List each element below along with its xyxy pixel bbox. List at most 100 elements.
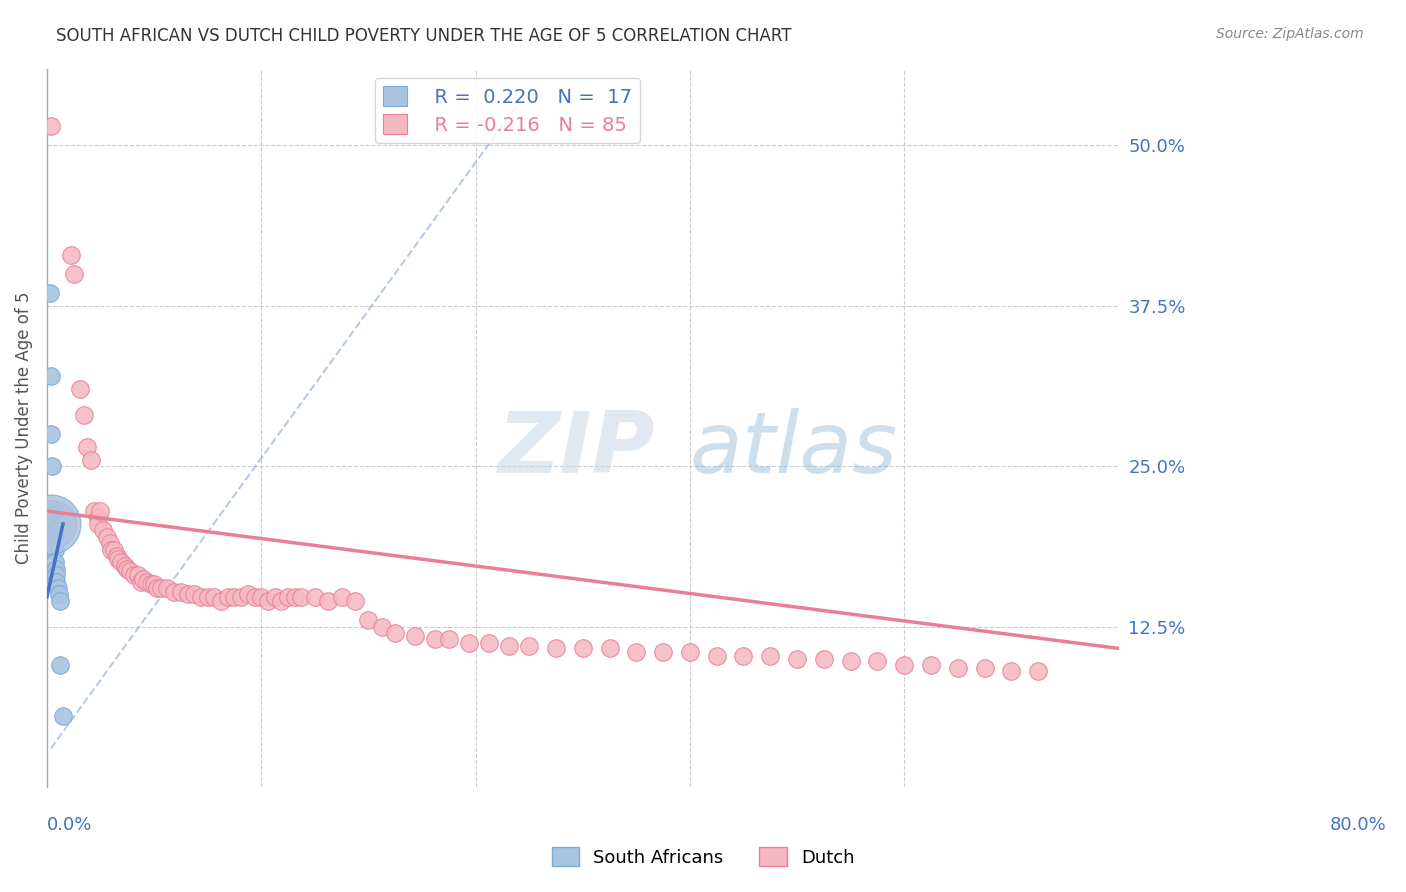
Point <box>41 516 63 531</box>
Point <box>202 590 225 604</box>
Point <box>91 524 114 538</box>
Point <box>190 590 212 604</box>
Text: 80.0%: 80.0% <box>1330 815 1386 834</box>
Point <box>263 590 285 604</box>
Point <box>209 594 232 608</box>
Point <box>38 285 60 300</box>
Point <box>813 651 835 665</box>
Point <box>759 649 782 664</box>
Point <box>76 440 98 454</box>
Point <box>343 594 366 608</box>
Point <box>49 658 72 673</box>
Text: ZIP: ZIP <box>496 408 655 491</box>
Point <box>100 542 122 557</box>
Point <box>143 577 166 591</box>
Point <box>107 551 129 566</box>
Point <box>946 660 969 674</box>
Point <box>39 120 62 134</box>
Point <box>145 581 167 595</box>
Text: 0.0%: 0.0% <box>46 815 93 834</box>
Point <box>197 590 219 604</box>
Point <box>89 504 111 518</box>
Point <box>87 516 110 531</box>
Point <box>80 452 103 467</box>
Point <box>478 636 501 650</box>
Point <box>156 581 179 595</box>
Point <box>236 587 259 601</box>
Point <box>39 427 62 442</box>
Legend: South Africans, Dutch: South Africans, Dutch <box>544 840 862 874</box>
Point <box>45 562 67 576</box>
Point <box>973 660 995 674</box>
Point <box>457 636 479 650</box>
Point <box>437 632 460 647</box>
Point <box>141 577 163 591</box>
Point <box>404 628 426 642</box>
Text: atlas: atlas <box>690 408 898 491</box>
Point <box>1000 665 1022 679</box>
Point <box>39 369 62 384</box>
Point <box>42 504 65 518</box>
Point <box>277 590 299 604</box>
Point <box>96 530 118 544</box>
Point <box>304 590 326 604</box>
Point <box>626 645 648 659</box>
Point <box>132 572 155 586</box>
Point <box>45 574 67 589</box>
Point <box>105 549 128 563</box>
Point <box>599 641 621 656</box>
Point <box>59 247 82 261</box>
Point <box>117 562 139 576</box>
Point <box>384 626 406 640</box>
Point <box>103 542 125 557</box>
Point <box>170 585 193 599</box>
Point <box>163 585 186 599</box>
Point <box>733 649 755 664</box>
Point <box>217 590 239 604</box>
Point <box>136 574 159 589</box>
Point <box>83 504 105 518</box>
Point <box>127 568 149 582</box>
Point <box>87 510 110 524</box>
Point <box>786 651 808 665</box>
Point <box>46 581 69 595</box>
Point <box>371 619 394 633</box>
Point <box>110 556 132 570</box>
Point <box>284 590 307 604</box>
Point <box>183 587 205 601</box>
Point <box>544 641 567 656</box>
Point <box>45 568 67 582</box>
Point <box>39 516 62 531</box>
Point <box>73 408 96 422</box>
Point <box>62 267 84 281</box>
Point <box>357 613 380 627</box>
Point <box>129 574 152 589</box>
Text: Source: ZipAtlas.com: Source: ZipAtlas.com <box>1216 27 1364 41</box>
Point <box>243 590 266 604</box>
Point <box>257 594 280 608</box>
Point <box>114 559 136 574</box>
Point <box>44 556 66 570</box>
Point <box>1026 665 1049 679</box>
Point <box>290 590 312 604</box>
Point <box>48 587 70 601</box>
Point <box>149 581 172 595</box>
Point <box>893 658 915 673</box>
Point <box>571 641 593 656</box>
Point <box>52 709 75 723</box>
Point <box>270 594 292 608</box>
Point <box>250 590 273 604</box>
Legend:   R =  0.220   N =  17,   R = -0.216   N = 85: R = 0.220 N = 17, R = -0.216 N = 85 <box>375 78 640 143</box>
Point <box>69 382 91 396</box>
Point <box>866 654 889 668</box>
Point <box>706 649 728 664</box>
Point <box>517 639 540 653</box>
Point <box>176 587 198 601</box>
Point <box>224 590 246 604</box>
Point <box>425 632 447 647</box>
Point <box>316 594 339 608</box>
Point <box>498 639 520 653</box>
Point <box>652 645 675 659</box>
Y-axis label: Child Poverty Under the Age of 5: Child Poverty Under the Age of 5 <box>15 292 32 564</box>
Point <box>122 568 145 582</box>
